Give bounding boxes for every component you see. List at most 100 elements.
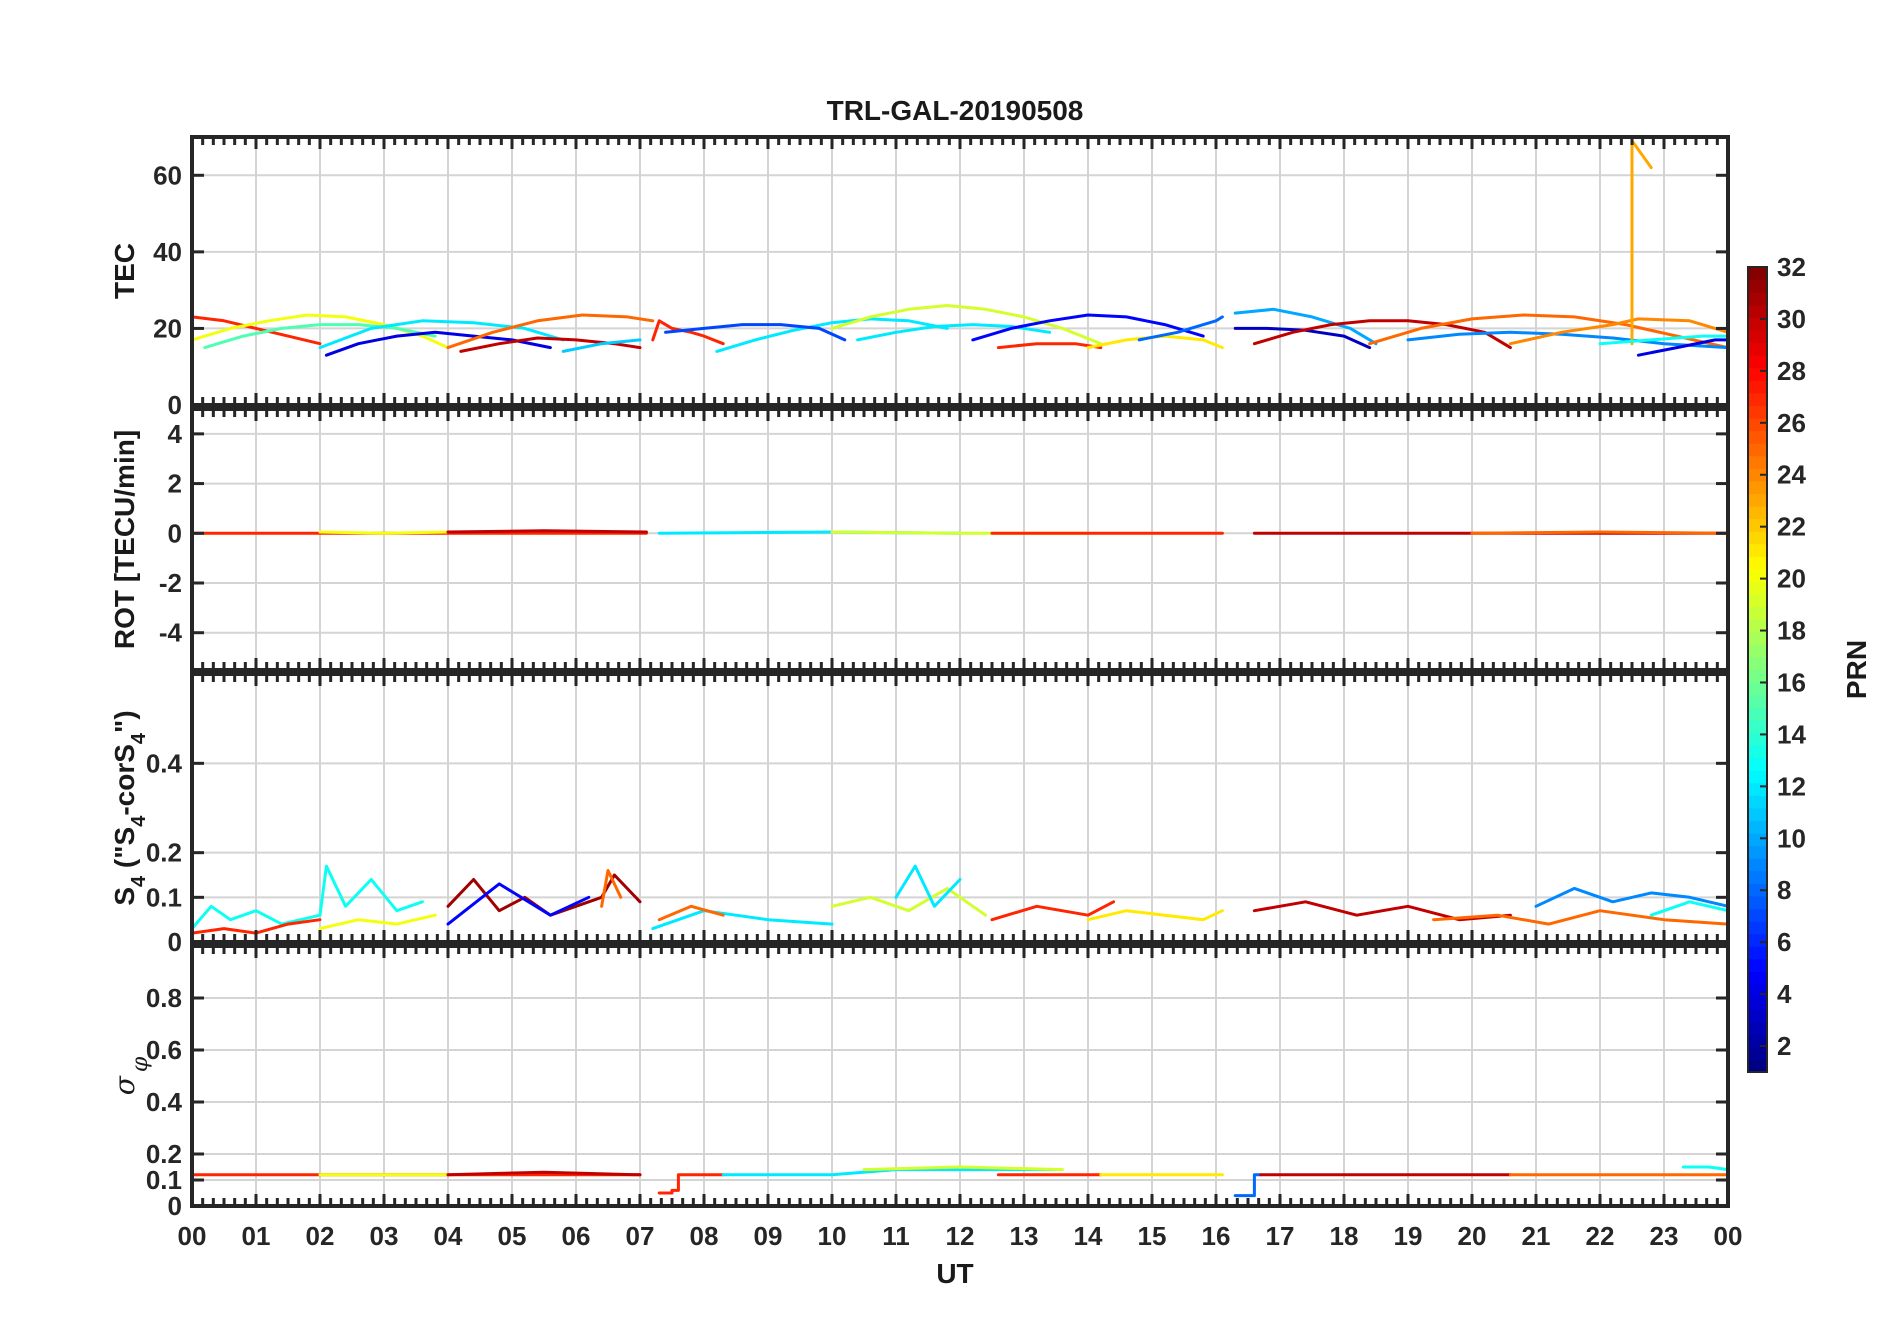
colorbar-swatch — [1748, 921, 1767, 935]
y-tick-label: 40 — [153, 237, 182, 267]
series-line-prn-13 — [1649, 900, 1728, 917]
colorbar-tick-label: 18 — [1777, 616, 1806, 646]
colorbar-tick-label: 32 — [1777, 252, 1806, 282]
series-group — [192, 1165, 1728, 1198]
x-tick-label: 00 — [178, 1221, 207, 1251]
x-tick-label: 06 — [562, 1221, 591, 1251]
colorbar-swatch — [1748, 480, 1767, 495]
colorbar-swatch — [1748, 870, 1767, 884]
colorbar-swatch — [1748, 996, 1767, 1010]
colorbar-swatch — [1748, 732, 1767, 746]
y-tick-label: 20 — [153, 313, 182, 343]
y-tick-label: 60 — [153, 160, 182, 190]
x-tick-label: 11 — [882, 1221, 910, 1251]
series-line-prn-25 — [657, 904, 725, 922]
x-tick-label: 08 — [690, 1221, 719, 1251]
y-tick-label: 0.1 — [146, 882, 182, 912]
x-tick-label: 18 — [1330, 1221, 1359, 1251]
colorbar-swatch — [1748, 380, 1767, 394]
x-tick-label: 17 — [1266, 1221, 1295, 1251]
colorbar-swatch — [1748, 455, 1767, 469]
series-line-prn-11 — [561, 338, 642, 353]
series-line-prn-5 — [446, 882, 591, 926]
y-tick-label: 0 — [168, 390, 182, 420]
series-line-prn-13 — [318, 864, 424, 917]
y-tick-label: 0.4 — [146, 748, 183, 778]
colorbar-swatch — [1748, 581, 1767, 595]
colorbar-swatch — [1748, 543, 1767, 557]
y-tick-label: 0.4 — [146, 1087, 183, 1117]
series-group — [192, 864, 1728, 935]
x-tick-label: 16 — [1202, 1221, 1231, 1251]
colorbar-swatch — [1748, 279, 1767, 293]
x-tick-label: 07 — [626, 1221, 655, 1251]
x-tick-label: 21 — [1522, 1221, 1551, 1251]
y-tick-label: -4 — [159, 618, 183, 648]
x-tick-label: 10 — [818, 1221, 847, 1251]
colorbar-tick-label: 20 — [1777, 564, 1806, 594]
y-tick-label: 0 — [168, 518, 182, 548]
x-tick-label: 14 — [1074, 1221, 1103, 1251]
colorbar-swatch — [1748, 883, 1767, 897]
x-tick-label: 02 — [306, 1221, 335, 1251]
series-line-prn-25 — [446, 313, 655, 350]
series-line-prn-12 — [651, 909, 834, 931]
series-line-prn-30 — [459, 336, 642, 353]
panel-ROT: -4 -2 0 2 4 ROT [TECU/min] — [109, 407, 1730, 672]
colorbar-swatch — [1748, 707, 1767, 721]
colorbar-swatch — [1748, 606, 1767, 620]
y-axis-label: σφ — [108, 1056, 153, 1095]
series-line-prn-19 — [830, 886, 988, 917]
series-line-prn-12 — [894, 864, 962, 908]
colorbar-swatch — [1748, 795, 1767, 809]
y-axis-label: S4 ("S4-corS4") — [109, 710, 150, 905]
colorbar-tick-label: 12 — [1777, 771, 1806, 801]
colorbar-swatch — [1748, 367, 1767, 381]
colorbar-swatch — [1748, 568, 1767, 583]
x-tick-label: 09 — [754, 1221, 783, 1251]
x-axis-label: UT — [936, 1258, 973, 1289]
colorbar-swatch — [1748, 417, 1767, 432]
x-tick-label: 20 — [1458, 1221, 1487, 1251]
x-tick-label: 05 — [498, 1221, 527, 1251]
y-axis-label: ROT [TECU/min] — [109, 430, 140, 649]
colorbar-swatch — [1748, 858, 1767, 872]
series-line-prn-9 — [1406, 330, 1728, 350]
series-line-prn-27 — [996, 342, 1103, 350]
y-tick-label: 0.2 — [146, 838, 182, 868]
colorbar-swatch — [1748, 719, 1767, 733]
series-line-prn-30 — [1252, 900, 1512, 922]
series-line-prn-25 — [1432, 909, 1728, 926]
colorbar-swatch — [1748, 983, 1767, 998]
x-tick-label: 13 — [1010, 1221, 1039, 1251]
colorbar-swatch — [1748, 933, 1767, 947]
series-line-prn-25 — [1368, 313, 1728, 350]
series-line-prn-27 — [990, 900, 1116, 922]
colorbar-swatch — [1748, 1046, 1767, 1061]
colorbar-swatch — [1748, 757, 1767, 771]
x-tick-label: 03 — [370, 1221, 399, 1251]
colorbar-swatch — [1748, 518, 1767, 532]
series-line-prn-4 — [1636, 338, 1728, 357]
x-tick-label: 04 — [434, 1221, 463, 1251]
y-tick-label: 0.6 — [146, 1035, 182, 1065]
colorbar-swatch — [1748, 329, 1767, 344]
colorbar-tick-label: 6 — [1777, 927, 1791, 957]
series-line-prn-10 — [1233, 307, 1378, 346]
y-tick-label: 0 — [168, 927, 182, 957]
colorbar-swatch — [1748, 531, 1767, 545]
series-line-prn-8 — [1137, 315, 1224, 342]
series-line-prn-27 — [657, 1173, 725, 1195]
colorbar-tick-label: 16 — [1777, 667, 1806, 697]
colorbar-swatch — [1748, 468, 1767, 482]
x-tick-label: 12 — [946, 1221, 975, 1251]
colorbar-swatch — [1748, 820, 1767, 834]
colorbar-swatch — [1748, 342, 1767, 356]
colorbar-swatch — [1748, 908, 1767, 922]
colorbar-label: PRN — [1841, 640, 1872, 699]
series-line-prn-19 — [862, 1165, 1064, 1172]
colorbar-frame — [1747, 266, 1768, 1073]
y-tick-label: -2 — [159, 568, 182, 598]
